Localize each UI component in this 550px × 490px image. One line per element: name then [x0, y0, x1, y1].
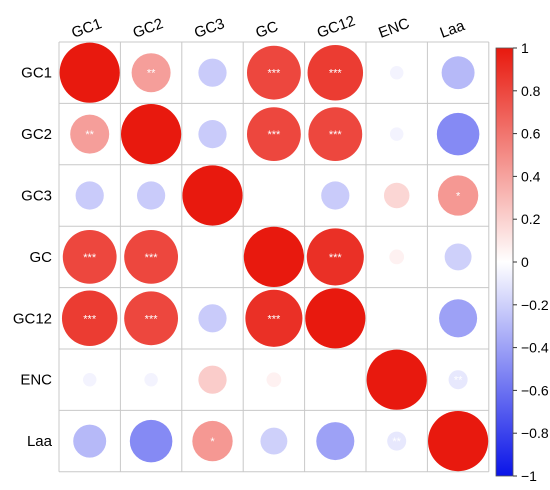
- correlation-circle-gc-enc: [389, 249, 405, 265]
- correlation-circle-enc-gc: [266, 372, 282, 388]
- colorbar-gradient: [495, 47, 514, 477]
- column-label-gc2: GC2: [131, 15, 166, 42]
- row-label-gc3: GC3: [21, 188, 52, 205]
- correlation-circle-enc-gc1: [82, 372, 97, 387]
- column-label-gc12: GC12: [315, 12, 358, 41]
- correlation-circle-gc2-enc: [389, 127, 404, 141]
- matrix-grid: [58, 41, 490, 473]
- correlation-circle-gc-gc1: [62, 229, 117, 284]
- correlation-circle-gc3-gc1: [75, 181, 104, 210]
- significance-label: ***: [329, 252, 343, 264]
- correlation-circle-gc3-gc12: [321, 181, 350, 210]
- significance-label: ***: [267, 313, 281, 325]
- significance-label: **: [392, 436, 401, 448]
- correlation-circle-gc1-enc: [389, 65, 404, 80]
- column-label-gc3: GC3: [192, 15, 227, 42]
- column-label-gc: GC: [253, 18, 280, 42]
- correlation-circle-gc12-gc: [245, 289, 303, 347]
- significance-label: ***: [83, 252, 97, 264]
- row-label-gc12: GC12: [13, 310, 52, 327]
- correlation-circle-enc-gc2: [144, 372, 158, 387]
- colorbar-tick-label: 1: [521, 40, 529, 56]
- correlation-circle-gc1-gc: [246, 45, 301, 100]
- row-label-laa: Laa: [27, 433, 53, 450]
- correlation-circle-gc2-gc12: [308, 107, 363, 162]
- correlation-circle-gc3-enc: [383, 182, 410, 209]
- row-label-gc1: GC1: [21, 65, 52, 82]
- significance-label: ***: [145, 252, 159, 264]
- correlation-circle-gc1-gc3: [198, 58, 227, 87]
- correlation-circle-laa-gc: [260, 427, 288, 455]
- correlation-circle-laa-gc2: [129, 419, 173, 463]
- colorbar-tick-label: 0.8: [521, 83, 541, 99]
- colorbar-tick-label: −0.8: [521, 425, 549, 441]
- correlation-circle-gc12-gc1: [61, 290, 118, 347]
- correlation-circle-laa-gc12: [316, 422, 355, 461]
- colorbar-tick-label: −0.4: [521, 340, 549, 356]
- colorbar-tick-label: 0.2: [521, 211, 541, 227]
- correlation-circle-enc-laa: [448, 370, 468, 390]
- colorbar-tick-label: 0: [521, 254, 529, 270]
- matrix-cells: ** *** ***** *** ******* *** ****** *** ****** **: [59, 42, 489, 472]
- correlation-circle-laa-laa: [428, 411, 489, 472]
- significance-label: ***: [145, 313, 159, 325]
- significance-label: ***: [83, 313, 97, 325]
- correlation-circle-gc12-gc2: [124, 291, 179, 346]
- row-label-gc2: GC2: [21, 126, 52, 143]
- significance-label: ***: [329, 68, 343, 80]
- significance-label: ***: [329, 129, 343, 141]
- correlation-circle-gc1-gc12: [307, 44, 364, 101]
- column-label-laa: Laa: [438, 17, 468, 42]
- correlation-circle-gc2-gc2: [121, 104, 182, 165]
- colorbar-tick-label: −0.6: [521, 382, 549, 398]
- correlation-circle-gc2-gc3: [198, 119, 227, 149]
- colorbar-tick-label: −0.2: [521, 297, 549, 313]
- correlation-circle-enc-gc3: [198, 365, 227, 394]
- correlation-circle-gc3-gc2: [136, 181, 166, 210]
- correlation-circle-laa-gc3: [192, 420, 233, 462]
- column-label-enc: ENC: [376, 15, 412, 42]
- correlation-circle-gc12-gc12: [305, 288, 366, 349]
- correlation-circle-gc-laa: [444, 243, 472, 271]
- significance-label: **: [147, 68, 156, 80]
- significance-label: ***: [267, 68, 281, 80]
- correlation-circle-gc12-gc3: [198, 304, 227, 333]
- colorbar: 1 0.8 0.6 0.4 0.2 0 −0.2 −0.4 −0.6 −0.8 −1: [495, 40, 549, 484]
- correlation-circle-gc-gc2: [124, 229, 179, 284]
- significance-label: **: [85, 129, 94, 141]
- row-label-gc: GC: [30, 249, 53, 266]
- correlation-circle-gc-gc: [243, 226, 304, 287]
- colorbar-tick-label: −1: [521, 468, 537, 484]
- correlation-circle-gc1-gc2: [131, 53, 171, 93]
- colorbar-tick-label: 0.4: [521, 168, 541, 184]
- correlation-circle-gc3-laa: [437, 175, 479, 216]
- correlation-circle-gc12-laa: [439, 299, 478, 338]
- colorbar-tick-label: 0.6: [521, 126, 541, 142]
- correlation-circle-gc2-gc: [246, 107, 301, 162]
- correlation-circle-laa-enc: [387, 431, 407, 451]
- significance-label: **: [454, 375, 463, 387]
- correlation-circle-laa-gc1: [73, 424, 107, 458]
- column-label-gc1: GC1: [69, 15, 104, 42]
- correlation-circle-gc2-laa: [436, 112, 480, 156]
- correlation-circle-gc-gc12: [306, 228, 364, 286]
- correlation-circle-gc1-laa: [441, 56, 475, 90]
- row-label-enc: ENC: [20, 372, 52, 389]
- correlation-circle-gc1-gc1: [59, 42, 120, 103]
- significance-label: *: [210, 436, 215, 448]
- significance-label: *: [456, 191, 461, 203]
- significance-label: ***: [267, 129, 281, 141]
- correlation-circle-gc2-gc1: [70, 114, 110, 154]
- correlation-circle-gc3-gc3: [182, 165, 243, 226]
- correlation-circle-enc-enc: [366, 349, 427, 410]
